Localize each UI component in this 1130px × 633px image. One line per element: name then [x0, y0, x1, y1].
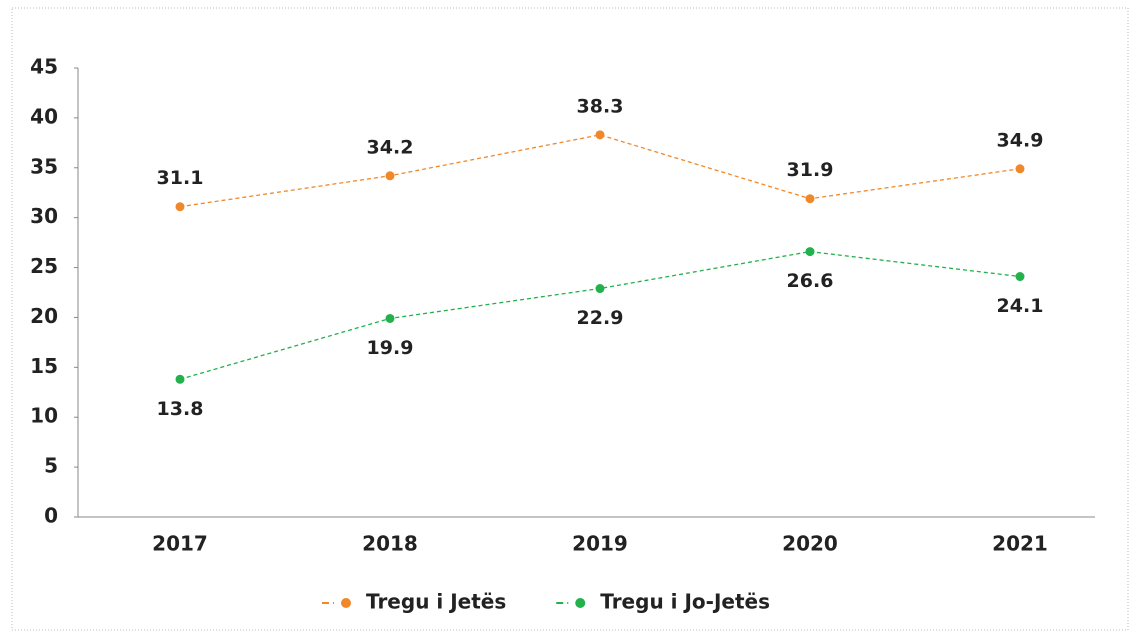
x-tick-label: 2019 [572, 532, 628, 556]
y-tick-label: 45 [30, 55, 58, 79]
y-tick-label: 20 [30, 304, 58, 328]
y-tick-label: 0 [44, 504, 58, 528]
data-label: 22.9 [577, 307, 624, 329]
y-tick-label: 10 [30, 404, 58, 428]
x-tick-label: 2018 [362, 532, 418, 556]
data-label: 31.9 [787, 159, 834, 181]
y-tick-label: 5 [44, 454, 58, 478]
legend-swatch-dot [575, 598, 586, 608]
data-point [595, 284, 605, 294]
data-point [385, 171, 395, 181]
data-label: 19.9 [367, 337, 414, 359]
y-tick-label: 30 [30, 204, 58, 228]
x-tick-label: 2020 [782, 532, 838, 556]
legend-label: Tregu i Jetës [366, 590, 506, 614]
data-label: 38.3 [577, 95, 624, 117]
data-label: 13.8 [157, 398, 204, 420]
data-point [805, 194, 815, 204]
data-point [175, 374, 185, 384]
y-tick-label: 25 [30, 254, 58, 278]
y-tick-label: 35 [30, 154, 58, 178]
x-tick-label: 2017 [152, 532, 208, 556]
data-label: 34.9 [997, 129, 1044, 151]
y-tick-label: 40 [30, 104, 58, 128]
legend-swatch-dot [341, 598, 351, 608]
data-label: 31.1 [157, 167, 204, 189]
data-label: 26.6 [787, 270, 834, 292]
y-tick-label: 15 [30, 354, 58, 378]
data-point [1015, 164, 1025, 174]
data-point [595, 130, 605, 140]
series-line [179, 134, 1021, 208]
legend-label: Tregu i Jo-Jetës [600, 590, 770, 614]
data-label: 24.1 [997, 295, 1044, 317]
data-point [175, 202, 185, 212]
data-point [805, 247, 815, 257]
data-point [385, 313, 395, 323]
data-label: 34.2 [367, 136, 414, 158]
data-point [1015, 272, 1025, 282]
frame [11, 7, 1129, 631]
x-tick-label: 2021 [992, 532, 1048, 556]
